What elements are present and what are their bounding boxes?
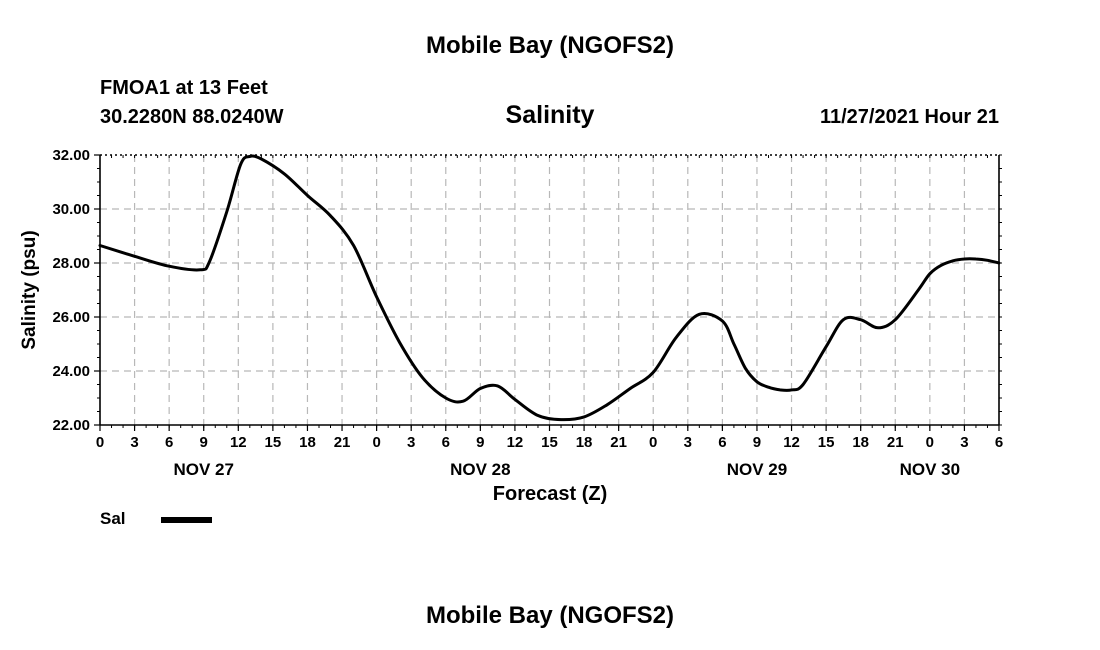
y-tick-label: 30.00 [52, 201, 90, 218]
y-tick-label: 28.00 [52, 255, 90, 272]
x-tick-label: 21 [610, 434, 627, 451]
legend-label: Sal [100, 509, 126, 528]
y-tick-label: 26.00 [52, 309, 90, 326]
x-tick-label: 6 [165, 434, 173, 451]
series-line-sal [98, 154, 1001, 422]
x-tick-label: 3 [130, 434, 138, 451]
x-tick-label: 15 [541, 434, 558, 451]
x-axis-label: Forecast (Z) [493, 483, 607, 505]
x-day-label: NOV 29 [727, 460, 787, 479]
x-tick-label: 3 [407, 434, 415, 451]
x-tick-label: 9 [200, 434, 208, 451]
chart-variable-title: Salinity [505, 101, 595, 129]
y-axis-label: Salinity (psu) [19, 230, 40, 349]
x-tick-label: 21 [887, 434, 904, 451]
chart-title-bottom: Mobile Bay (NGOFS2) [425, 602, 675, 629]
x-tick-label: 12 [230, 434, 247, 451]
forecast-timestamp: 11/27/2021 Hour 21 [819, 106, 999, 128]
station-name: FMOA1 at 13 Feet [100, 77, 268, 99]
x-tick-label: 6 [718, 434, 726, 451]
y-tick-label: 24.00 [52, 363, 90, 380]
x-tick-label: 0 [926, 434, 934, 451]
x-tick-label: 18 [576, 434, 593, 451]
x-tick-label: 12 [783, 434, 800, 451]
x-tick-label: 9 [753, 434, 761, 451]
x-day-label: NOV 30 [900, 460, 960, 479]
y-tick-label: 22.00 [52, 417, 90, 434]
y-tick-label: 32.00 [52, 147, 90, 164]
x-tick-label: 12 [507, 434, 524, 451]
x-tick-label: 18 [299, 434, 316, 451]
x-day-label: NOV 28 [450, 460, 510, 479]
x-tick-label: 3 [960, 434, 968, 451]
chart-title-top: Mobile Bay (NGOFS2) [425, 32, 675, 59]
x-tick-label: 0 [649, 434, 657, 451]
station-coordinates: 30.2280N 88.0240W [100, 106, 284, 128]
x-tick-label: 21 [334, 434, 351, 451]
x-day-label: NOV 27 [173, 460, 233, 479]
x-tick-label: 6 [995, 434, 1003, 451]
x-tick-label: 15 [818, 434, 835, 451]
x-tick-label: 0 [96, 434, 104, 451]
x-tick-label: 9 [476, 434, 484, 451]
x-tick-label: 15 [265, 434, 282, 451]
x-tick-label: 6 [442, 434, 450, 451]
x-tick-label: 3 [684, 434, 692, 451]
x-tick-label: 18 [852, 434, 869, 451]
x-tick-label: 0 [372, 434, 380, 451]
